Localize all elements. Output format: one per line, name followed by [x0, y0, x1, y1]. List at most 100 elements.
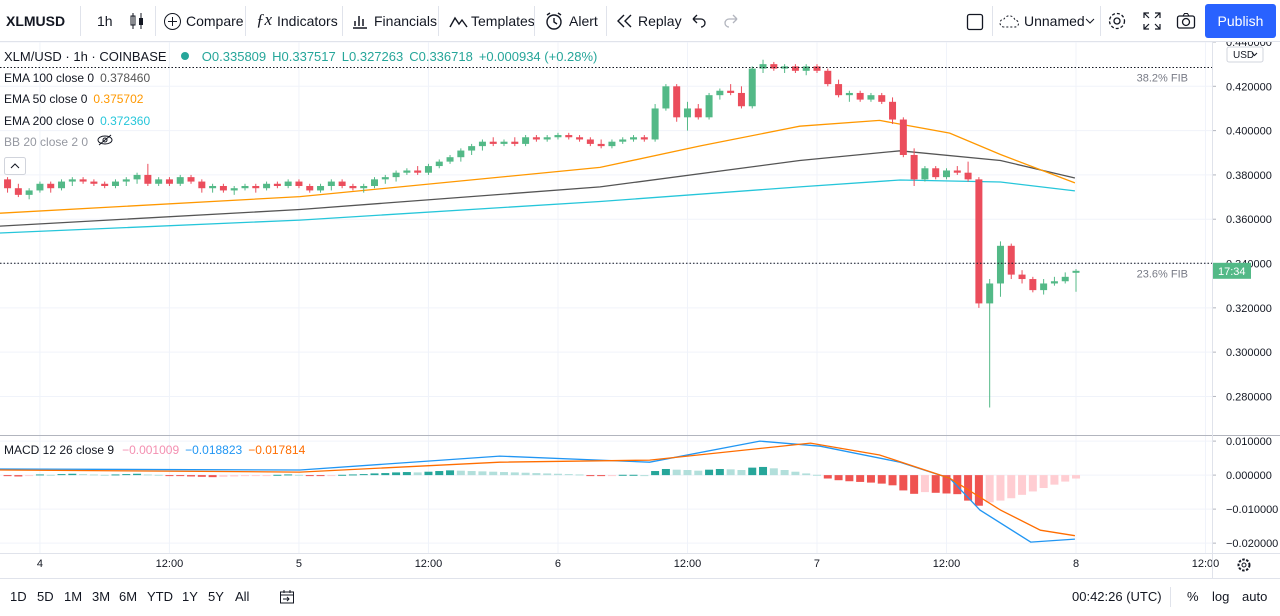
candle-body	[198, 181, 206, 189]
percent-toggle[interactable]: %	[1187, 589, 1199, 604]
candle-type-icon[interactable]	[128, 11, 146, 31]
range-button[interactable]: 1D	[10, 589, 27, 604]
histogram-bar	[122, 474, 131, 476]
histogram-bar	[640, 475, 649, 477]
separator	[438, 6, 439, 36]
dropdown-icon[interactable]	[1085, 17, 1095, 25]
candle-body	[90, 181, 98, 184]
candle-body	[856, 92, 864, 100]
candle-body	[522, 137, 530, 144]
candle-body	[122, 179, 130, 182]
histogram-bar	[866, 475, 875, 483]
auto-toggle[interactable]: auto	[1242, 589, 1268, 604]
histogram-bar	[456, 470, 465, 476]
separator	[606, 6, 607, 36]
histogram-bar	[683, 470, 692, 476]
toolbar-button[interactable]: Templates	[471, 13, 535, 29]
hidden-indicator: BB 20 close 2 0	[4, 132, 609, 154]
x-tick-label: 7	[814, 558, 820, 570]
y-tick-label: 0.000000	[1226, 470, 1272, 482]
candle-body	[835, 84, 843, 96]
toolbar-button[interactable]: Compare	[186, 13, 244, 29]
histogram-bar	[618, 474, 627, 476]
histogram-bar	[543, 473, 552, 476]
toolbar: XLMUSD 1h Compare ƒx Indicators Financia…	[0, 0, 1280, 42]
histogram-bar	[219, 475, 228, 477]
candle-body	[478, 141, 486, 147]
ohlc-value: H0.337517	[272, 49, 336, 64]
collapse-button[interactable]	[4, 156, 26, 175]
candle-body	[47, 183, 55, 189]
histogram-bar	[899, 475, 908, 491]
toolbar-button[interactable]: Alert	[569, 13, 598, 29]
candle-body	[576, 137, 584, 140]
range-button[interactable]: 1Y	[182, 589, 198, 604]
indicator-name: EMA 100 close 0	[4, 70, 95, 85]
symbol[interactable]: XLMUSD	[6, 13, 66, 29]
fullscreen-icon[interactable]	[1143, 12, 1161, 30]
histogram-bar	[338, 474, 347, 476]
candle-body	[489, 141, 497, 144]
histogram-bar	[46, 474, 55, 476]
candle-body	[910, 154, 918, 180]
range-button[interactable]: 1M	[64, 589, 83, 604]
histogram-bar	[359, 474, 368, 476]
range-button[interactable]: All	[235, 589, 250, 604]
indicator-name: EMA 50 close 0	[4, 92, 88, 106]
candle-body	[737, 92, 745, 107]
undo-redo-icons[interactable]	[690, 13, 740, 29]
range-button[interactable]: 5D	[37, 589, 54, 604]
histogram-bar	[273, 474, 282, 476]
candle-body	[813, 66, 821, 71]
settings-icon[interactable]	[1107, 11, 1127, 31]
candle-body	[403, 170, 411, 173]
histogram-bar	[661, 468, 670, 476]
layout-icon[interactable]	[966, 13, 984, 31]
range-button[interactable]: YTD	[147, 589, 173, 604]
candle-body	[1050, 281, 1058, 284]
date-range-icon[interactable]	[279, 589, 295, 605]
histogram-bar	[856, 475, 865, 482]
toolbar-button[interactable]: Indicators	[277, 13, 338, 29]
indicator-name: MACD 12 26 close 9	[4, 443, 115, 457]
range-button[interactable]: 6M	[119, 589, 138, 604]
hidden-eye-icon[interactable]	[97, 134, 113, 146]
y-tick-label: 0.440000	[1226, 42, 1272, 49]
candle-body	[241, 185, 249, 189]
log-toggle[interactable]: log	[1212, 589, 1230, 604]
currency-badge	[1226, 46, 1264, 63]
histogram-bar	[607, 475, 616, 477]
range-button[interactable]: 5Y	[208, 589, 224, 604]
histogram-bar	[1039, 475, 1048, 489]
candle-body	[673, 86, 681, 118]
snapshot-icon[interactable]	[1176, 12, 1196, 30]
x-tick-label: 12:00	[674, 558, 702, 570]
candle-body	[1007, 245, 1015, 275]
y-tick-label: 0.360000	[1226, 214, 1272, 226]
toolbar-button[interactable]: Financials	[374, 13, 438, 29]
candle-body	[1072, 270, 1080, 273]
histogram-bar	[89, 474, 98, 476]
interval[interactable]: 1h	[97, 13, 113, 29]
publish-button[interactable]: Publish	[1205, 4, 1276, 38]
candle-body	[878, 95, 886, 102]
symbol-title: XLM/USD · 1h · COINBASE	[4, 49, 167, 64]
separator	[1170, 587, 1171, 607]
histogram-bar	[629, 474, 638, 476]
range-button[interactable]: 3M	[92, 589, 111, 604]
candle-body	[79, 179, 87, 182]
histogram-bar	[143, 474, 152, 476]
macd-line	[0, 440, 1075, 543]
axis-settings-icon[interactable]	[1237, 558, 1251, 572]
histogram-bar	[446, 470, 455, 476]
indicator-value: −0.018823	[185, 443, 243, 457]
candle-body	[25, 190, 33, 195]
candle-body	[435, 161, 443, 167]
candle-body	[111, 181, 119, 186]
layout-name[interactable]: Unnamed	[1024, 13, 1085, 29]
histogram-bar	[942, 475, 951, 494]
histogram-bar	[1072, 475, 1081, 479]
templates-icon	[449, 16, 468, 28]
indicator-row: EMA 100 close 0 0.378460	[4, 68, 609, 90]
toolbar-button[interactable]: Replay	[638, 13, 682, 29]
